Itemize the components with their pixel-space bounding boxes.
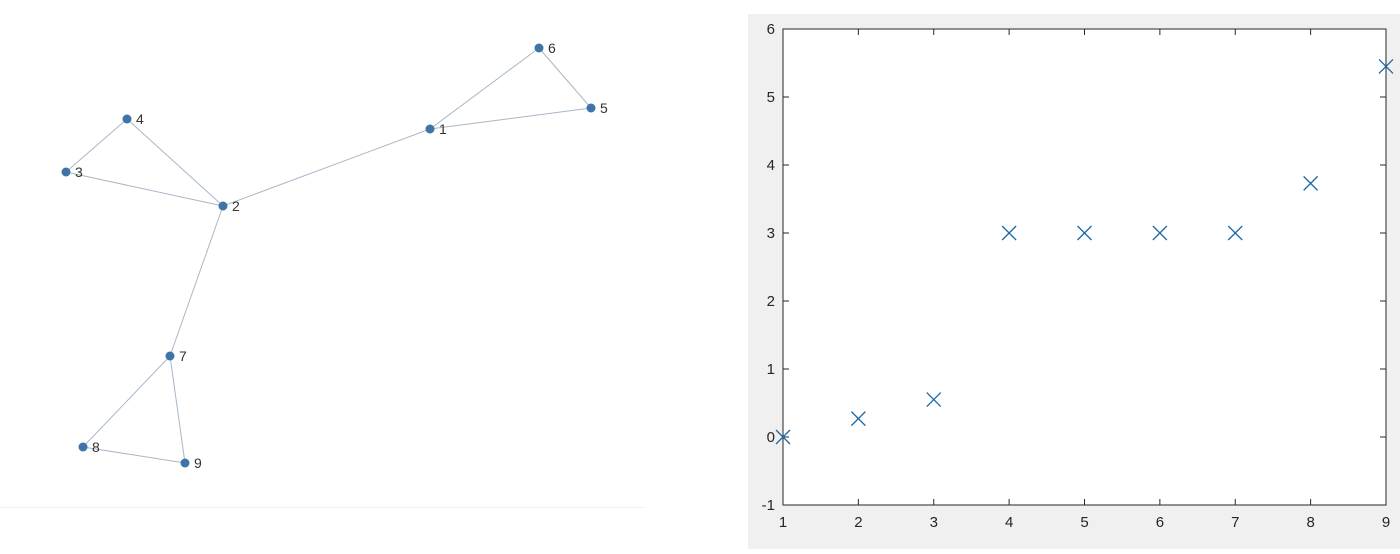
graph-node-4 — [122, 114, 132, 124]
graph-node-1 — [425, 124, 435, 134]
scatter-plot: 1 2 3 4 5 6 7 8 9 -1 0 1 2 3 4 5 6 — [762, 21, 1394, 531]
scatter-point-7 — [1227, 225, 1243, 241]
graph-node-8 — [78, 442, 88, 452]
graph-edge-3-4 — [65, 118, 128, 173]
x-tick-label: 1 — [779, 514, 787, 531]
graph-edge-7-8 — [82, 355, 171, 448]
scatter-point-5 — [1077, 225, 1092, 241]
graph-node-label-2: 2 — [232, 198, 240, 214]
x-tick-label: 4 — [1005, 514, 1013, 531]
y-tick-label: -1 — [762, 497, 775, 514]
x-tick-label: 3 — [930, 514, 938, 531]
x-tick-label: 7 — [1231, 514, 1239, 531]
x-tick-label: 9 — [1382, 514, 1390, 531]
scatter-point-1 — [775, 429, 791, 445]
graph-edge-1-6 — [429, 47, 540, 130]
graph-node-label-5: 5 — [600, 100, 608, 116]
scatter-point-3 — [926, 392, 942, 408]
scatter-point-8 — [1303, 175, 1319, 191]
graph-edge-8-9 — [82, 446, 186, 464]
y-tick-label: 3 — [767, 225, 775, 242]
x-tick-label: 8 — [1306, 514, 1314, 531]
graph-node-label-7: 7 — [179, 348, 187, 364]
scatter-plot-panel: 1 2 3 4 5 6 7 8 9 -1 0 1 2 3 4 5 6 — [748, 14, 1400, 549]
y-tick-label: 0 — [767, 429, 775, 446]
graph-node-label-8: 8 — [92, 439, 100, 455]
y-tick-label: 1 — [767, 361, 775, 378]
graph-edge-7-9 — [169, 355, 186, 464]
graph-edge-5-6 — [538, 47, 592, 109]
y-tick-label: 6 — [767, 21, 775, 38]
graph-plot-panel: 1 2 3 4 5 6 7 8 9 — [0, 0, 645, 549]
graph-node-7 — [165, 351, 175, 361]
y-tick-label: 5 — [767, 89, 775, 106]
graph-edge-1-2 — [222, 128, 431, 207]
x-tick-label: 2 — [854, 514, 862, 531]
scatter-point-9 — [1378, 58, 1394, 74]
scatter-axes-box — [782, 28, 1387, 506]
graph-node-label-3: 3 — [75, 164, 83, 180]
graph-edge-1-5 — [429, 107, 592, 130]
graph-node-label-6: 6 — [548, 40, 556, 56]
graph-node-label-4: 4 — [136, 111, 144, 127]
graph-node-3 — [61, 167, 71, 177]
graph-edge-2-3 — [65, 171, 224, 207]
scatter-point-4 — [1001, 225, 1017, 241]
graph-node-label-9: 9 — [194, 455, 202, 471]
graph-edge-2-7 — [169, 205, 224, 357]
graph-plot: 1 2 3 4 5 6 7 8 9 — [61, 40, 608, 471]
graph-panel-baseline — [0, 507, 645, 508]
graph-node-5 — [586, 103, 596, 113]
graph-node-2 — [218, 201, 228, 211]
graph-edge-2-4 — [126, 118, 224, 207]
y-tick-label: 4 — [767, 157, 775, 174]
x-tick-label: 5 — [1080, 514, 1088, 531]
graph-node-9 — [180, 458, 190, 468]
x-tick-label: 6 — [1156, 514, 1164, 531]
scatter-point-2 — [850, 411, 866, 427]
scatter-point-6 — [1152, 225, 1168, 241]
graph-node-label-1: 1 — [439, 121, 447, 137]
y-tick-label: 2 — [767, 293, 775, 310]
graph-node-6 — [534, 43, 544, 53]
